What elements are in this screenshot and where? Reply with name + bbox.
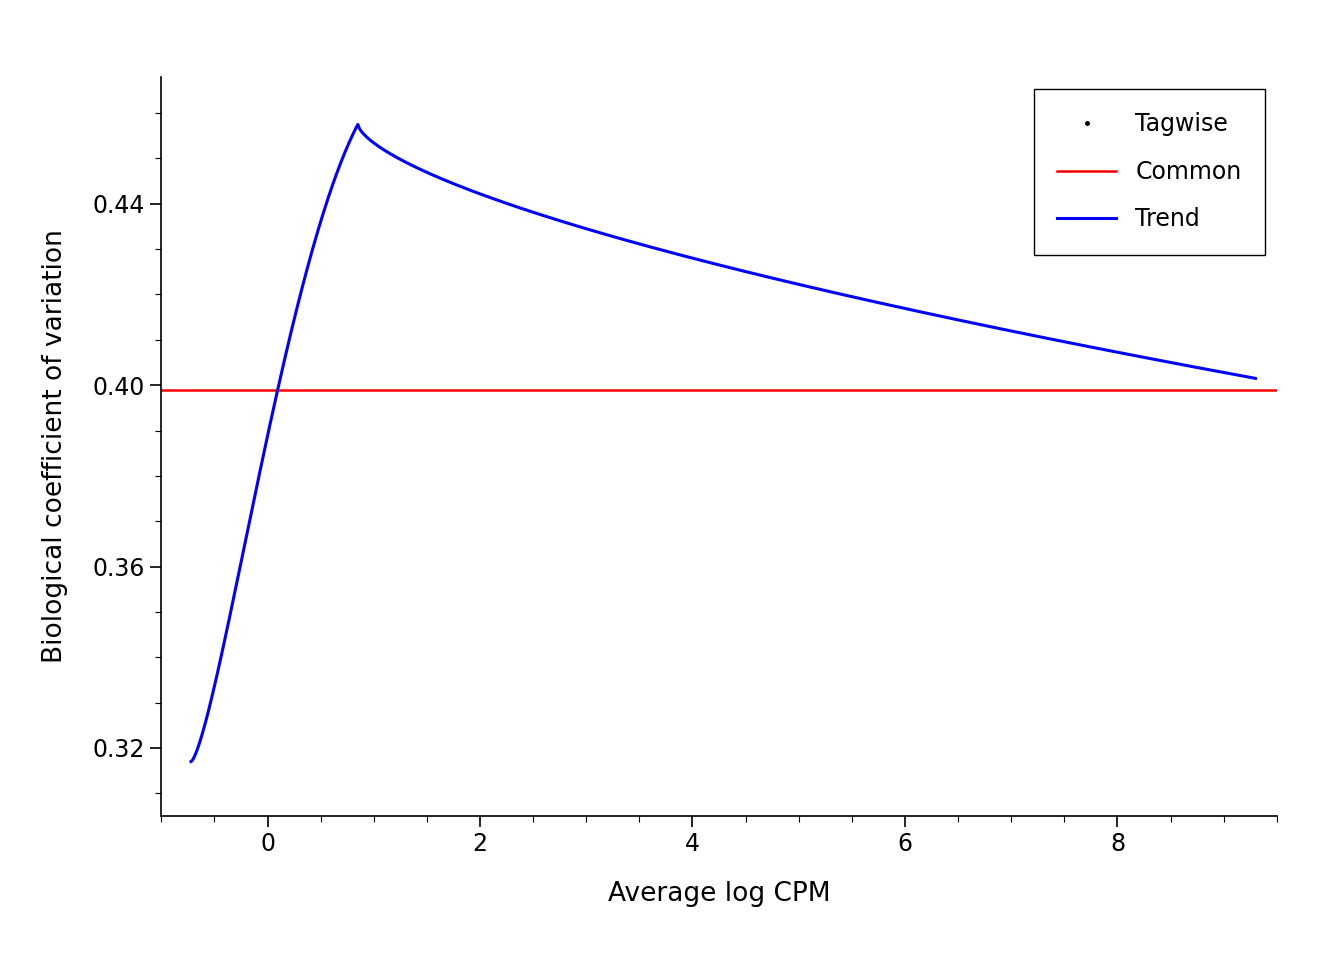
Y-axis label: Biological coefficient of variation: Biological coefficient of variation: [42, 229, 69, 663]
Legend: Tagwise, Common, Trend: Tagwise, Common, Trend: [1034, 88, 1265, 255]
X-axis label: Average log CPM: Average log CPM: [607, 881, 831, 907]
